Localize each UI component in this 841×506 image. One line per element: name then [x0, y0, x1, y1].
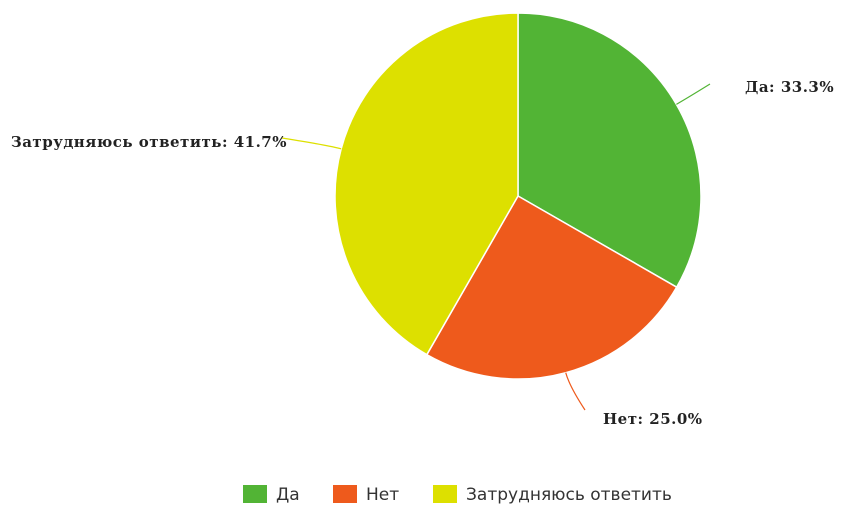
legend-label: Затрудняюсь ответить — [466, 485, 672, 505]
leader-line — [281, 137, 342, 150]
leader-line — [676, 83, 711, 105]
legend-swatch — [243, 485, 267, 503]
leader-line — [565, 372, 586, 411]
legend-swatch — [333, 485, 357, 503]
legend-label: Нет — [366, 485, 399, 505]
legend-swatch — [433, 485, 457, 503]
data-label: Затрудняюсь ответить: 41.7% — [11, 133, 287, 151]
pie-slice — [334, 12, 519, 356]
data-label: Да: 33.3% — [745, 78, 834, 96]
legend-label: Да — [276, 485, 300, 505]
data-label: Нет: 25.0% — [603, 410, 703, 428]
